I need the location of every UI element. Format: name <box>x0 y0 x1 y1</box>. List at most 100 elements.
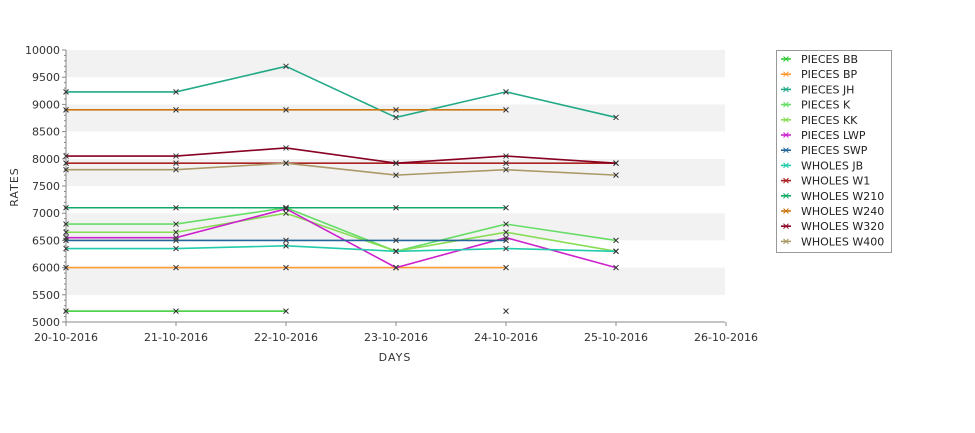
data-points <box>63 63 619 314</box>
legend-item: PIECES LWP <box>781 129 866 142</box>
marker-stroke <box>783 208 789 214</box>
x-tick-label: 23-10-2016 <box>364 331 428 344</box>
marker-stroke <box>503 89 509 95</box>
marker-stroke <box>173 308 179 314</box>
data-point <box>503 153 509 159</box>
marker-stroke <box>783 223 789 230</box>
legend-marker <box>783 101 789 108</box>
data-point <box>613 160 619 167</box>
series-line <box>66 245 617 253</box>
data-point <box>613 264 619 271</box>
marker-stroke <box>63 89 69 95</box>
data-point <box>503 245 509 252</box>
legend-item: PIECES BP <box>781 68 857 81</box>
grid-band <box>66 131 725 159</box>
data-point <box>173 204 179 211</box>
marker-stroke <box>503 308 509 314</box>
axes: 5000 5500 6000 6500 7000 7500 8000 8500 9000 9500… <box>25 44 758 344</box>
marker-stroke <box>63 229 69 236</box>
legend-marker <box>783 192 789 199</box>
data-point <box>393 160 399 167</box>
marker-stroke <box>393 204 399 211</box>
legend-label: PIECES LWP <box>801 129 866 142</box>
marker-stroke <box>393 106 399 113</box>
data-point <box>283 242 289 249</box>
marker-stroke <box>503 237 509 244</box>
marker-stroke <box>503 204 509 211</box>
data-point <box>173 106 179 113</box>
legend-marker <box>783 208 789 214</box>
series-line <box>66 147 617 164</box>
y-tick-label: 6000 <box>32 262 60 275</box>
series-line <box>66 212 617 253</box>
marker-stroke <box>63 166 69 173</box>
data-point <box>503 221 509 227</box>
data-point <box>283 237 289 244</box>
data-point <box>393 248 399 255</box>
y-tick-label: 7500 <box>32 180 60 193</box>
data-point <box>63 264 69 271</box>
data-point <box>283 205 289 212</box>
data-point <box>173 229 179 236</box>
marker-stroke <box>173 221 179 227</box>
data-point <box>63 153 69 159</box>
marker-stroke <box>173 204 179 211</box>
data-point <box>63 89 69 95</box>
marker-stroke <box>503 264 509 271</box>
data-point <box>503 89 509 95</box>
marker-stroke <box>283 145 289 151</box>
legend-marker <box>783 71 789 78</box>
x-tick-label: 22-10-2016 <box>254 331 318 344</box>
marker-stroke <box>63 204 69 211</box>
legend-label: PIECES JH <box>801 83 854 96</box>
marker-stroke <box>393 160 399 167</box>
marker-stroke <box>173 89 179 95</box>
marker-stroke <box>173 166 179 173</box>
series-line <box>66 162 617 176</box>
x-tick-label: 26-10-2016 <box>694 331 758 344</box>
data-point <box>63 308 69 314</box>
marker-stroke <box>393 248 399 255</box>
data-point <box>613 248 619 255</box>
legend-item: WHOLES JB <box>781 159 863 172</box>
legend-marker <box>783 132 789 138</box>
data-point <box>283 63 289 70</box>
marker-stroke <box>783 238 789 245</box>
marker-stroke <box>503 221 509 227</box>
data-point <box>283 204 289 211</box>
marker-stroke <box>783 116 789 123</box>
marker-stroke <box>783 192 789 199</box>
data-point <box>503 264 509 271</box>
series-lines <box>66 65 617 312</box>
data-point <box>63 229 69 236</box>
data-point <box>393 204 399 211</box>
grid-bands <box>66 50 725 322</box>
legend-item: WHOLES W320 <box>781 220 884 233</box>
marker-stroke <box>173 106 179 113</box>
y-tick-label: 5000 <box>32 316 60 329</box>
data-point <box>173 237 179 244</box>
marker-stroke <box>783 56 789 62</box>
y-axis-title: RATES <box>8 167 21 207</box>
y-tick-label: 5500 <box>32 289 60 302</box>
marker-stroke <box>613 172 619 178</box>
data-point <box>63 221 69 227</box>
legend-marker <box>783 177 789 184</box>
marker-stroke <box>173 160 179 167</box>
legend-marker <box>783 86 789 93</box>
marker-stroke <box>283 63 289 70</box>
marker-stroke <box>783 147 789 154</box>
legend-label: WHOLES JB <box>801 159 863 172</box>
marker-stroke <box>613 248 619 255</box>
x-tick-label: 25-10-2016 <box>584 331 648 344</box>
marker-stroke <box>503 245 509 252</box>
data-point <box>63 245 69 252</box>
grid-band <box>66 213 725 241</box>
legend-item: PIECES K <box>781 99 851 112</box>
legend-label: PIECES BP <box>801 68 857 81</box>
marker-stroke <box>63 153 69 159</box>
series-line <box>66 65 617 119</box>
y-tick-label: 6500 <box>32 234 60 247</box>
